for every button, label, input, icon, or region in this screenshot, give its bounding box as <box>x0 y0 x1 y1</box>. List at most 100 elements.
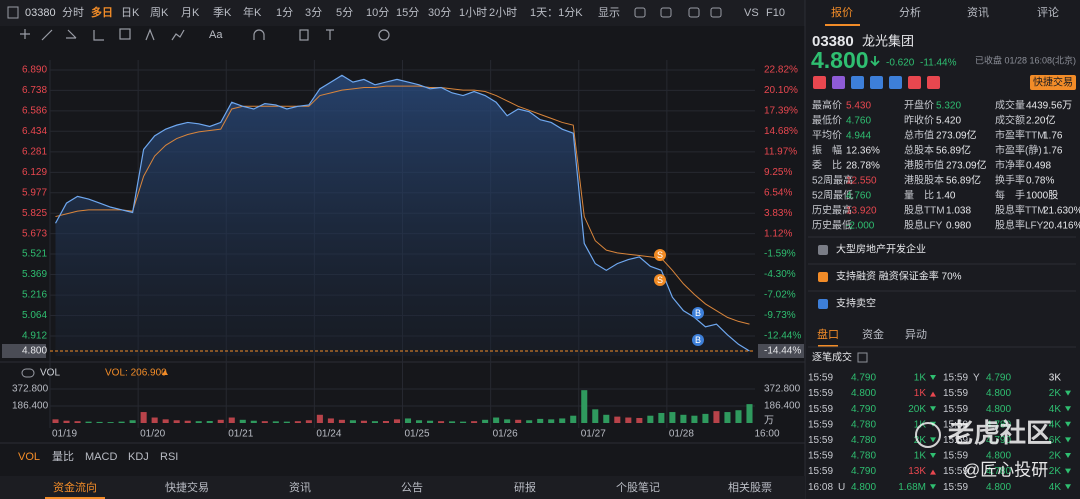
bottom-tab[interactable]: 资金流向 <box>53 480 97 494</box>
feature-icon[interactable] <box>870 76 883 89</box>
stat-label: 股息率TTM <box>995 204 1046 217</box>
draw-text-tool[interactable]: Aa <box>209 29 223 41</box>
bottom-tab[interactable]: 研报 <box>514 480 536 494</box>
trade-vol: 2K <box>1049 466 1062 477</box>
vol-bar <box>129 420 136 423</box>
pct-tick-label: 9.25% <box>764 167 792 178</box>
indicator-tab[interactable]: VOL <box>18 451 40 463</box>
vol-toggle[interactable] <box>21 368 35 378</box>
interval-select[interactable]: 1天：1分K <box>530 6 583 19</box>
icon-panel[interactable] <box>7 6 19 19</box>
feature-icon[interactable] <box>832 76 845 89</box>
icon-wave[interactable] <box>171 29 185 41</box>
feature-icon[interactable] <box>813 76 826 89</box>
icon-pattern[interactable] <box>145 28 155 41</box>
period-tab[interactable]: 多日 <box>91 5 113 19</box>
side-tab[interactable]: 评论 <box>1037 5 1059 19</box>
icon-settings[interactable] <box>378 29 390 41</box>
icon-lock[interactable] <box>299 29 309 41</box>
stat-value: 5.320 <box>936 101 961 112</box>
quick-trade[interactable]: 快捷交易 <box>1033 76 1073 89</box>
toolbar-icon[interactable] <box>710 7 722 18</box>
icon-fib[interactable] <box>93 30 104 41</box>
f10-button[interactable]: F10 <box>766 7 785 19</box>
icon-magnet[interactable] <box>253 29 265 40</box>
vol-bar <box>482 419 489 423</box>
period-tab[interactable]: 季K <box>213 6 232 19</box>
bottom-tab[interactable]: 资讯 <box>289 481 311 494</box>
vol-tick-label-right: 186.400 <box>764 401 801 412</box>
period-tab[interactable]: 1小时 <box>459 6 487 19</box>
feature-icon[interactable] <box>889 76 902 89</box>
stat-value: 0.78% <box>1026 176 1054 187</box>
side-tab[interactable]: 报价 <box>831 5 853 19</box>
period-tab[interactable]: 周K <box>150 6 169 19</box>
trade-markers: S S B B <box>654 249 704 346</box>
icon-line[interactable] <box>41 29 53 41</box>
buy-marker[interactable] <box>692 307 704 319</box>
period-tab[interactable]: 30分 <box>428 6 451 19</box>
trade-arrow <box>930 437 936 443</box>
stat-value: 56.89亿 <box>946 174 981 187</box>
indicator-tab[interactable]: KDJ <box>128 451 149 463</box>
vol-bar <box>283 421 290 423</box>
icon-delete[interactable] <box>326 29 334 40</box>
trade-vol: 1K <box>914 373 927 384</box>
tag-icon <box>818 272 828 282</box>
side-tab[interactable]: 资讯 <box>967 6 989 19</box>
pct-tick-label: -7.02% <box>764 290 796 301</box>
period-tab[interactable]: 1分 <box>276 6 293 19</box>
period-tab[interactable]: 年K <box>243 5 262 19</box>
stat-value: 0.980 <box>946 221 971 232</box>
trade-vol: 4K <box>1049 419 1062 430</box>
sell-marker[interactable] <box>654 249 666 261</box>
price-tick-label: 5.369 <box>22 269 47 280</box>
trade-time: 15:59 <box>943 388 968 399</box>
drawing-tools[interactable] <box>20 28 390 41</box>
stat-label: 港股市值 <box>904 159 944 172</box>
icon-channel[interactable] <box>66 29 77 39</box>
feature-icon[interactable] <box>908 76 921 89</box>
stat-label: 量 比 <box>904 190 934 202</box>
toolbar-icon[interactable] <box>634 7 646 18</box>
vol-bar <box>173 420 180 423</box>
indicator-tab[interactable]: MACD <box>85 451 117 463</box>
period-tab[interactable]: 3分 <box>305 6 322 19</box>
trade-time: 15:59 <box>808 404 833 415</box>
side-tab[interactable]: 分析 <box>899 5 921 19</box>
stat-value: 20.416% <box>1043 221 1080 232</box>
bottom-tab[interactable]: 公告 <box>401 481 423 494</box>
indicator-tab[interactable]: 量比 <box>52 450 74 463</box>
bottom-tab[interactable]: 快捷交易 <box>165 480 209 494</box>
bottom-tab[interactable]: 个股笔记 <box>616 480 660 494</box>
feature-icon[interactable] <box>851 76 864 89</box>
sell-marker[interactable] <box>654 274 666 286</box>
indicator-tab[interactable]: RSI <box>160 451 178 463</box>
trade-vol: 2K <box>1049 451 1062 462</box>
period-tab[interactable]: 分时 <box>62 6 84 19</box>
panel-tab[interactable]: 异动 <box>905 328 927 341</box>
period-tab[interactable]: 2小时 <box>489 6 517 19</box>
toolbar-icon[interactable] <box>660 7 672 18</box>
stat-value: 13.920 <box>846 206 877 217</box>
buy-marker[interactable] <box>692 334 704 346</box>
stat-value: 4.944 <box>846 131 871 142</box>
period-tab[interactable]: 日K <box>121 7 140 19</box>
panel-tab[interactable]: 资金 <box>862 327 884 341</box>
panel-tab[interactable]: 盘口 <box>817 327 839 341</box>
feature-icon[interactable] <box>927 76 940 89</box>
trade-time: 16:08 <box>808 482 833 493</box>
quick-trade-bg[interactable] <box>1030 75 1076 90</box>
period-tab[interactable]: 15分 <box>396 6 419 19</box>
trade-time: 15:59 <box>943 404 968 415</box>
toolbar-icon[interactable] <box>688 7 700 18</box>
period-tab[interactable]: 月K <box>181 7 200 19</box>
period-tab[interactable]: 5分 <box>336 6 353 19</box>
vol-bar <box>195 421 202 423</box>
vs-button[interactable]: VS <box>744 7 759 19</box>
period-tab[interactable]: 10分 <box>366 6 389 19</box>
bottom-tab[interactable]: 相关股票 <box>728 480 772 494</box>
icon-crosshair[interactable] <box>20 29 30 39</box>
icon-rect[interactable] <box>119 28 131 40</box>
display-menu[interactable]: 显示 <box>598 6 620 19</box>
